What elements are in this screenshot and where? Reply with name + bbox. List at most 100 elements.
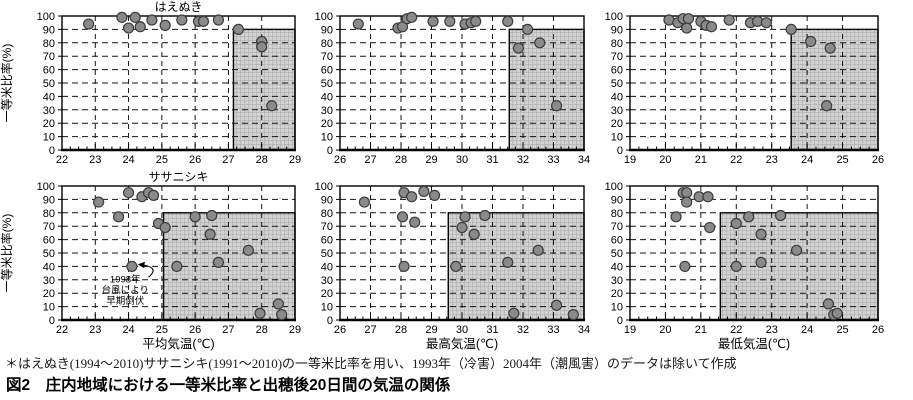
y-tick-label: 100 xyxy=(605,181,623,193)
x-tick-label: 28 xyxy=(256,324,268,336)
data-point xyxy=(197,15,210,27)
data-point xyxy=(785,23,797,35)
data-point xyxy=(805,35,817,48)
x-tick-label: 32 xyxy=(517,324,529,336)
x-tick-label: 23 xyxy=(89,324,101,336)
y-tick-label: 30 xyxy=(611,275,623,287)
data-point xyxy=(512,42,525,54)
x-tick-label: 22 xyxy=(56,154,68,166)
x-tick-label: 25 xyxy=(156,154,168,166)
y-tick-label: 60 xyxy=(321,65,333,77)
x-tick-label: 34 xyxy=(578,154,590,166)
x-tick-label: 19 xyxy=(624,154,636,166)
x-tick-label: 21 xyxy=(695,324,707,336)
x-tick-label: 31 xyxy=(486,324,498,336)
x-tick-label: 26 xyxy=(334,154,346,166)
data-point xyxy=(116,11,128,23)
x-tick-label: 22 xyxy=(56,324,68,336)
y-tick-label: 40 xyxy=(611,91,623,103)
data-point xyxy=(567,309,579,321)
y-tick-label: 70 xyxy=(321,51,333,63)
x-tick-label: 33 xyxy=(547,154,559,166)
y-tick-label: 70 xyxy=(611,221,623,233)
y-tick-label: 30 xyxy=(43,105,55,117)
y-tick-label: 10 xyxy=(43,302,55,314)
x-tick-label: 29 xyxy=(289,324,301,336)
y-tick-label: 0 xyxy=(49,315,55,327)
y-tick-label: 40 xyxy=(321,261,333,273)
y-tick-label: 10 xyxy=(321,302,333,314)
x-tick-label: 25 xyxy=(836,154,848,166)
y-tick-label: 80 xyxy=(43,208,55,220)
data-point xyxy=(409,216,421,228)
data-point xyxy=(396,211,409,223)
x-tick-label: 27 xyxy=(222,324,234,336)
y-tick-label: 10 xyxy=(321,132,333,144)
figure-caption: 図2 庄内地域における一等米比率と出穂後20日間の気温の関係 xyxy=(6,377,451,394)
y-axis-title: 一等米比率(%) xyxy=(0,44,14,123)
data-point xyxy=(679,260,691,273)
x-tick-label: 26 xyxy=(334,324,346,336)
data-point xyxy=(704,221,716,234)
data-point xyxy=(83,18,95,30)
y-tick-label: 50 xyxy=(611,248,623,260)
y-tick-label: 70 xyxy=(43,221,55,233)
data-point xyxy=(254,307,266,319)
y-tick-label: 0 xyxy=(327,315,333,327)
y-tick-label: 60 xyxy=(611,235,623,247)
data-point xyxy=(418,185,430,197)
figure-note: ＊はえぬき(1994～2010)ササニシキ(1991～2010)の一等米比率を用… xyxy=(5,356,737,371)
y-tick-label: 80 xyxy=(611,38,623,50)
x-tick-label: 31 xyxy=(486,154,498,166)
x-tick-label: 19 xyxy=(624,324,636,336)
x-tick-label: 23 xyxy=(766,324,778,336)
data-point xyxy=(755,228,767,240)
data-point xyxy=(427,15,439,27)
data-point xyxy=(146,14,158,26)
data-point xyxy=(159,221,171,234)
y-tick-label: 20 xyxy=(321,118,333,130)
y-tick-label: 10 xyxy=(43,132,55,144)
data-point xyxy=(206,209,218,222)
data-point xyxy=(93,196,105,208)
y-tick-label: 40 xyxy=(43,261,55,273)
data-point xyxy=(266,100,278,112)
annotation-text: 早期倒伏 xyxy=(106,295,145,307)
y-tick-label: 40 xyxy=(611,261,623,273)
data-point xyxy=(730,217,742,230)
y-tick-label: 30 xyxy=(43,275,55,287)
x-tick-label: 26 xyxy=(872,154,884,166)
data-point xyxy=(122,187,135,199)
data-point xyxy=(112,211,125,223)
y-tick-label: 0 xyxy=(49,145,55,157)
x-tick-label: 23 xyxy=(766,154,778,166)
data-point xyxy=(550,299,563,311)
x-tick-label: 24 xyxy=(801,324,813,336)
data-point xyxy=(134,21,146,33)
data-point xyxy=(276,309,288,321)
y-tick-label: 20 xyxy=(611,288,623,300)
x-tick-label: 24 xyxy=(801,154,813,166)
data-point xyxy=(479,209,491,222)
data-point xyxy=(824,42,836,54)
data-point xyxy=(129,11,141,23)
y-tick-label: 100 xyxy=(605,11,623,23)
y-tick-label: 0 xyxy=(617,145,623,157)
data-point xyxy=(681,22,693,34)
data-point xyxy=(450,260,462,273)
x-tick-label: 25 xyxy=(836,324,848,336)
data-point xyxy=(171,260,183,273)
data-point xyxy=(444,15,456,27)
chart-title: はえぬき xyxy=(155,0,203,14)
y-tick-label: 30 xyxy=(611,105,623,117)
data-point xyxy=(459,211,471,223)
x-tick-label: 24 xyxy=(122,324,134,336)
data-point xyxy=(204,228,216,240)
x-tick-label: 21 xyxy=(695,154,707,166)
y-tick-label: 60 xyxy=(43,65,55,77)
x-tick-label: 27 xyxy=(364,154,376,166)
data-point xyxy=(406,11,418,23)
annotation-text: 台風により xyxy=(102,284,149,296)
